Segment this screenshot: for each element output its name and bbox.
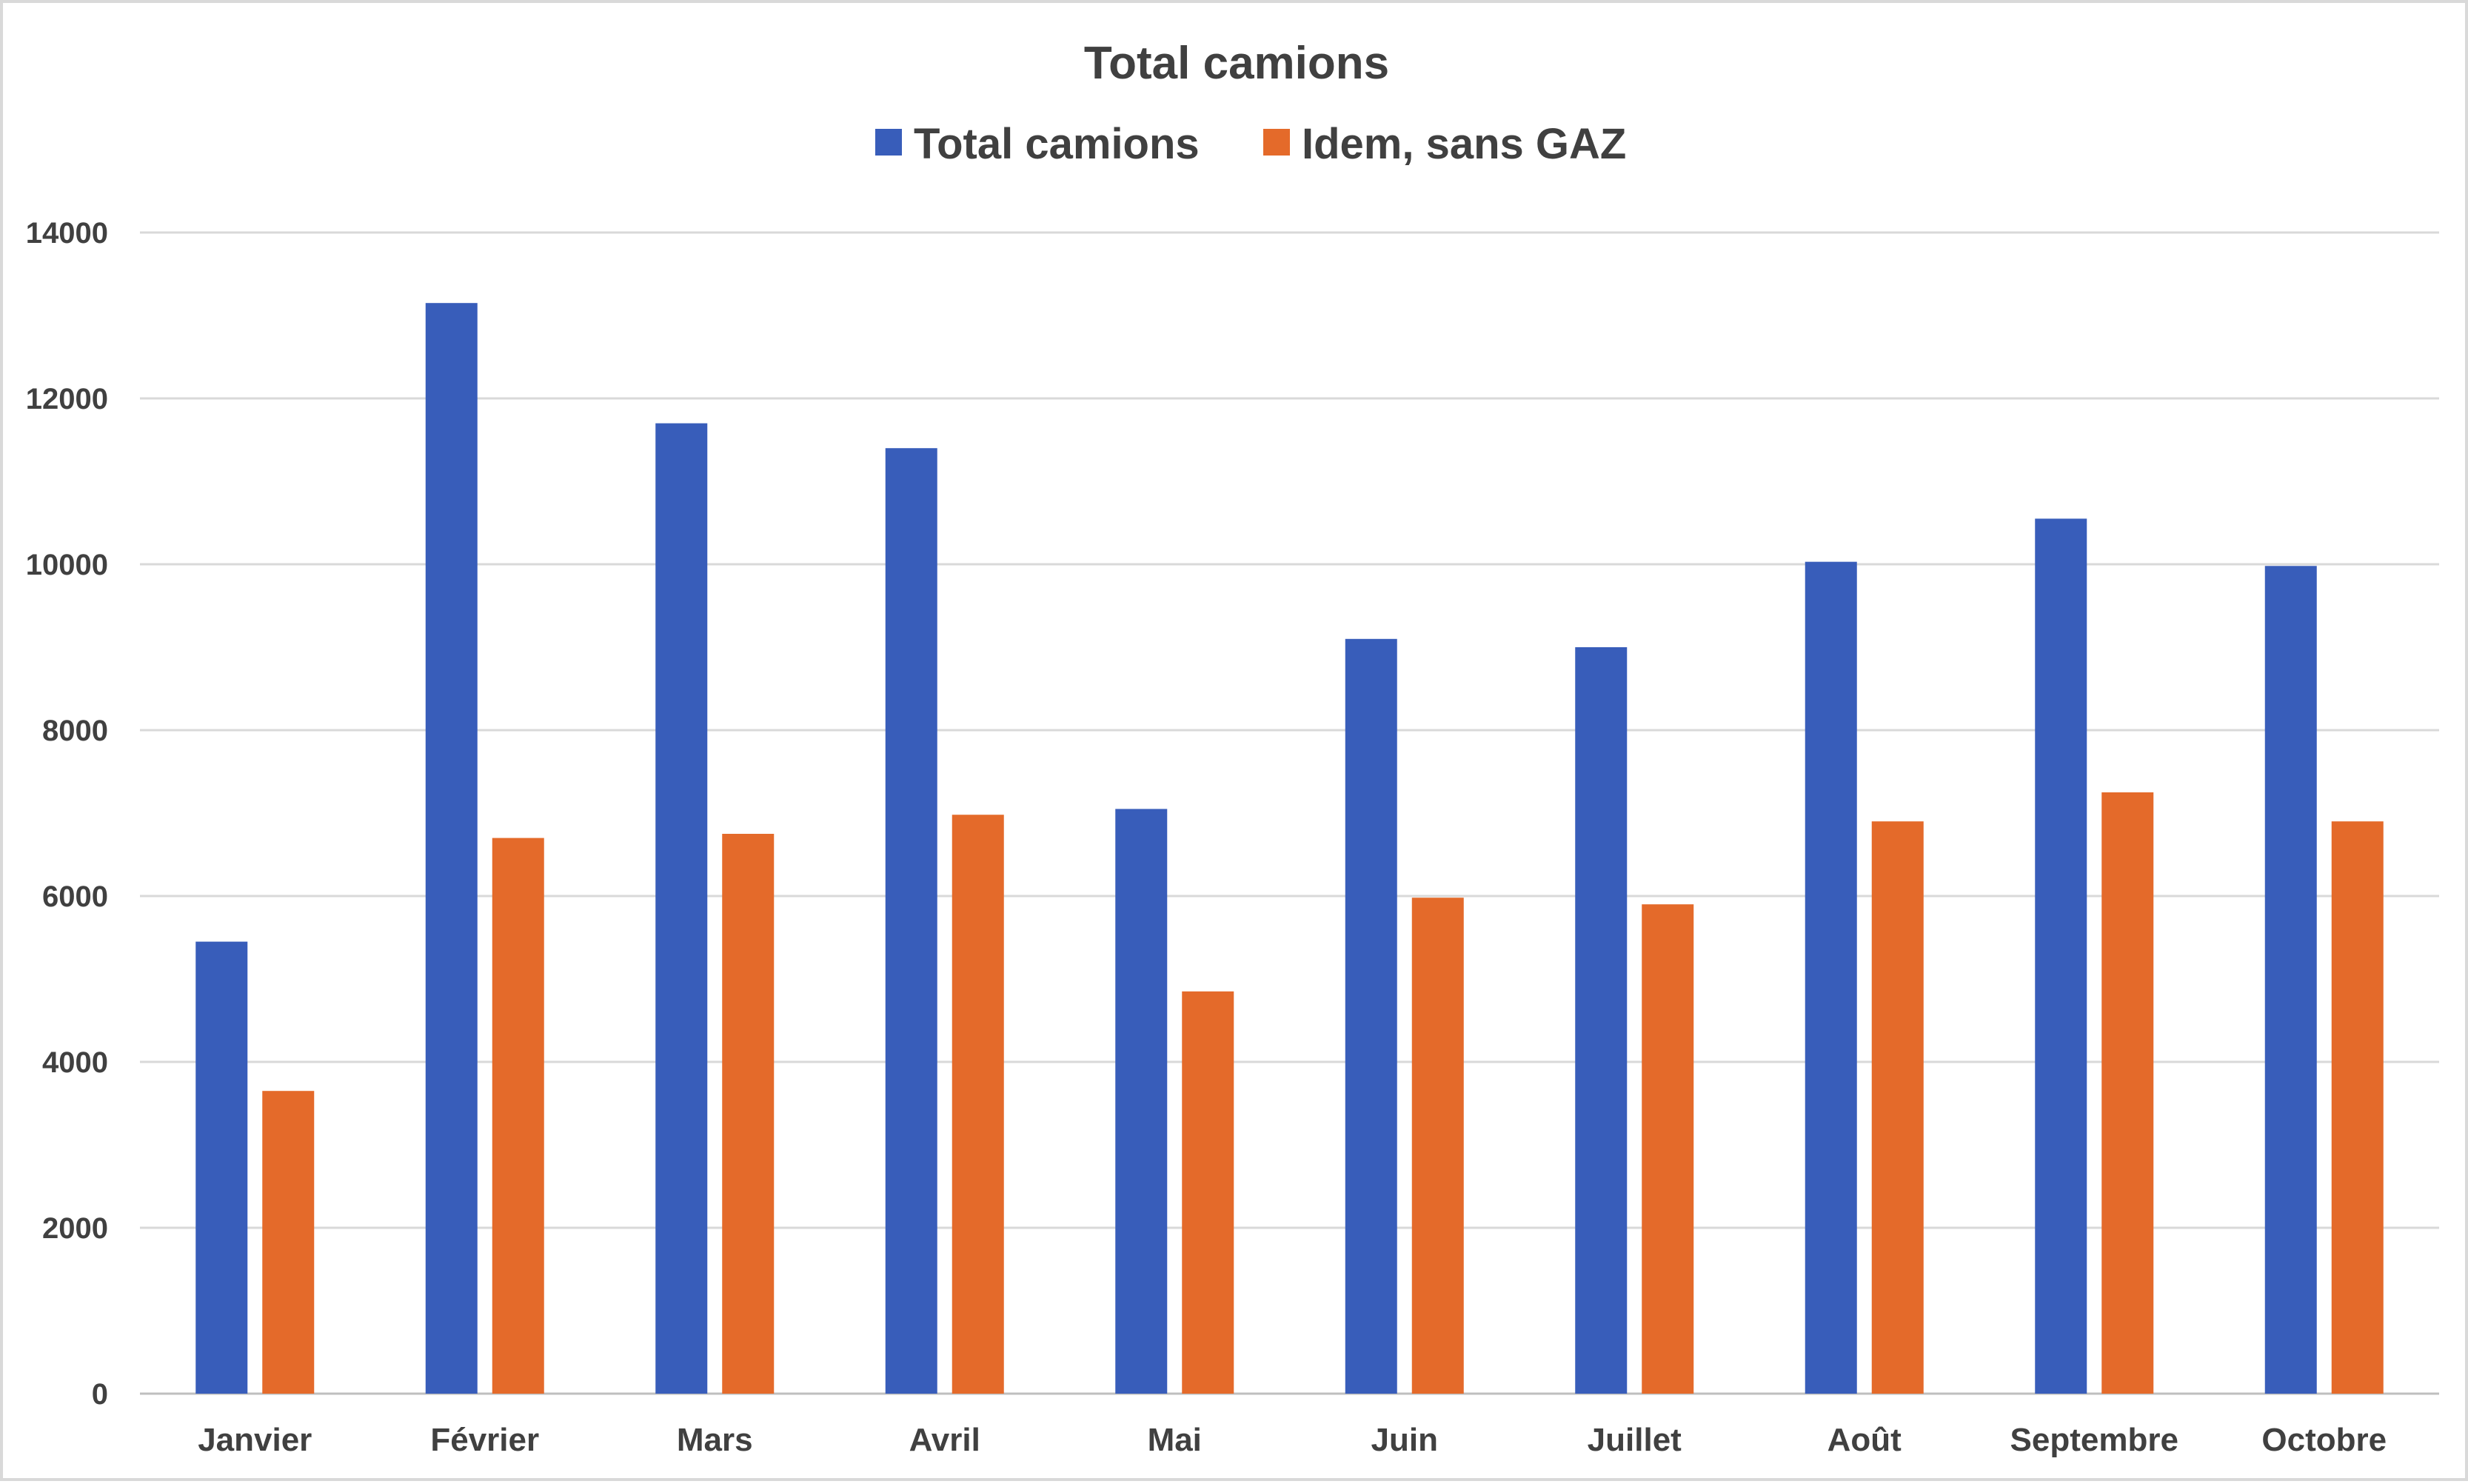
gridlines — [140, 231, 2439, 1395]
y-tick-label: 2000 — [42, 1212, 108, 1245]
bar-idem-sans-gaz — [1871, 821, 1924, 1394]
bar-total-camions — [1345, 638, 1397, 1394]
bar-total-camions — [425, 303, 478, 1394]
x-tick-label: Février — [430, 1422, 539, 1458]
x-tick-label: Octobre — [2261, 1422, 2387, 1458]
bar-idem-sans-gaz — [722, 834, 775, 1394]
legend-swatch — [1263, 129, 1290, 156]
bar-total-camions — [1115, 809, 1168, 1394]
legend: Total camions Idem, sans GAZ — [875, 120, 1626, 168]
y-tick-label: 10000 — [26, 549, 108, 581]
bar-chart: Total camions Total camions Idem, sans GA… — [26, 38, 2439, 1458]
y-axis-ticks: 0 2000 4000 6000 8000 10000 12000 14000 — [26, 217, 108, 1411]
bar-idem-sans-gaz — [1642, 904, 1694, 1394]
bar-idem-sans-gaz — [262, 1091, 315, 1394]
x-axis-labels: Janvier Février Mars Avril Mai Juin Juillet Aoû… — [198, 1422, 2387, 1458]
bar-total-camions — [885, 448, 937, 1394]
bar-total-camions — [1575, 647, 1628, 1394]
y-tick-label: 14000 — [26, 217, 108, 250]
legend-label: Idem, sans GAZ — [1302, 120, 1626, 168]
x-tick-label: Juin — [1371, 1422, 1438, 1458]
bar-total-camions — [2035, 518, 2087, 1394]
bar-idem-sans-gaz — [952, 815, 1004, 1394]
y-tick-label: 6000 — [42, 880, 108, 913]
y-tick-label: 4000 — [42, 1046, 108, 1079]
legend-label: Total camions — [914, 120, 1200, 168]
bar-idem-sans-gaz — [2101, 792, 2154, 1394]
bar-idem-sans-gaz — [2331, 821, 2384, 1394]
y-tick-label: 0 — [92, 1378, 108, 1411]
bar-total-camions — [2264, 566, 2317, 1394]
y-tick-label: 8000 — [42, 715, 108, 747]
x-tick-label: Août — [1827, 1422, 1902, 1458]
chart-title: Total camions — [1084, 38, 1389, 89]
bar-idem-sans-gaz — [1411, 898, 1464, 1394]
bar-total-camions — [195, 941, 248, 1394]
bars — [195, 303, 2384, 1394]
x-tick-label: Avril — [909, 1422, 980, 1458]
x-tick-label: Janvier — [198, 1422, 312, 1458]
legend-swatch — [875, 129, 902, 156]
bar-total-camions — [1805, 561, 1857, 1394]
x-tick-label: Juillet — [1588, 1422, 1682, 1458]
x-tick-label: Mai — [1148, 1422, 1202, 1458]
y-tick-label: 12000 — [26, 383, 108, 415]
x-tick-label: Septembre — [2010, 1422, 2178, 1458]
bar-idem-sans-gaz — [492, 838, 544, 1394]
x-tick-label: Mars — [677, 1422, 753, 1458]
bar-idem-sans-gaz — [1182, 991, 1234, 1394]
bar-total-camions — [655, 423, 708, 1394]
